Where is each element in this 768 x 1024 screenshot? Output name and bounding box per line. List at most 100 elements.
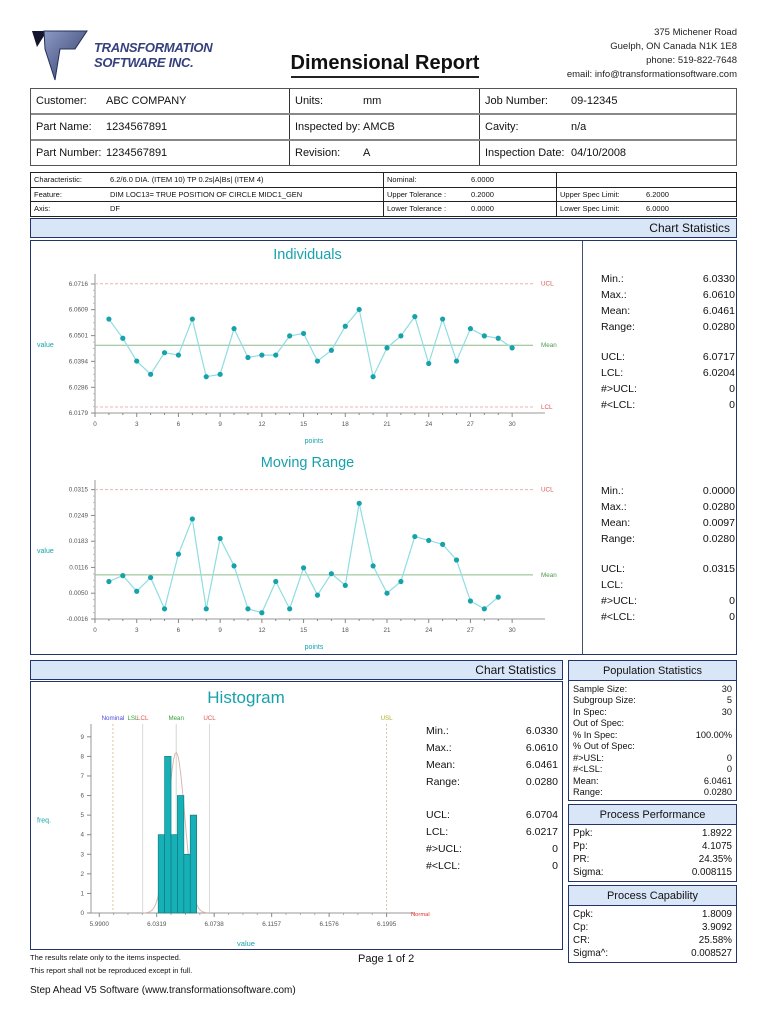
svg-text:6.0609: 6.0609 — [69, 307, 89, 314]
field-value: 6.2000 — [646, 189, 669, 199]
svg-text:3: 3 — [135, 421, 139, 428]
stat-label: #<LCL: — [601, 611, 636, 623]
section-header-label: Chart Statistics — [475, 663, 556, 677]
stat-label: Min.: — [601, 485, 624, 497]
svg-text:12: 12 — [258, 421, 266, 428]
svg-text:9: 9 — [218, 421, 222, 428]
statistics-column: Population Statistics Sample Size: 30 Subg… — [568, 660, 737, 963]
field-label: Part Number: — [36, 147, 102, 159]
table-row: Part Name: 1234567891 Inspected by: AMCB C… — [31, 115, 736, 141]
moving-range-stats: Min.: 0.0000 Max.: 0.0280 Mean: 0.0097 Range: 0… — [601, 483, 735, 625]
stat-row: UCL: 0.0315 — [601, 561, 735, 577]
stat-label: Subgroup Size: — [573, 695, 636, 706]
table-row: Customer: ABC COMPANY Units: mm Job Number… — [31, 89, 736, 115]
svg-text:value: value — [37, 342, 54, 349]
field-label: Upper Spec Limit: — [560, 189, 620, 199]
stat-value: 6.0461 — [525, 758, 558, 771]
svg-text:6.0501: 6.0501 — [69, 333, 89, 340]
svg-text:6.0716: 6.0716 — [69, 281, 89, 288]
stat-row: Sample Size: 30 — [573, 683, 732, 695]
stat-row: UCL: 6.0704 — [426, 806, 558, 823]
svg-text:Mean: Mean — [541, 572, 557, 579]
stat-label: Range: — [601, 533, 635, 545]
histogram-title: Histogram — [207, 688, 285, 707]
field-label: Lower Tolerance : — [387, 204, 447, 214]
stat-label: LCL: — [426, 825, 449, 838]
address-block: 375 Michener Road Guelph, ON Canada N1K … — [567, 26, 737, 82]
process-performance-panel: Process Performance Ppk: 1.8922 Pp: 4.1075 P… — [568, 804, 737, 882]
stat-value: 100.00% — [695, 729, 732, 740]
svg-text:6: 6 — [177, 627, 181, 634]
stat-label: Mean: — [601, 517, 631, 529]
stat-value: 0.0000 — [702, 485, 735, 497]
company-name-line2: SOFTWARE INC. — [94, 55, 194, 70]
svg-text:21: 21 — [383, 421, 391, 428]
inspection-date-cell: Inspection Date: 04/10/2008 — [480, 141, 736, 165]
population-rows: Sample Size: 30 Subgroup Size: 5 In Spec: 30 O… — [569, 681, 736, 800]
svg-text:6.1157: 6.1157 — [262, 921, 281, 928]
moving-range-chart: 0.0315 0.0249 0.0183 0.0116 0.0050 -0.0016 0 3 6… — [37, 480, 557, 651]
stat-label: Max.: — [601, 289, 627, 301]
address-line: 375 Michener Road — [654, 27, 737, 38]
svg-text:0.0183: 0.0183 — [69, 538, 89, 545]
stat-row: Max.: 0.0280 — [601, 499, 735, 515]
field-value: 0.0000 — [471, 204, 494, 214]
stat-value: 6.0330 — [702, 273, 735, 285]
individuals-stats: Min.: 6.0330 Max.: 6.0610 Mean: 6.0461 Range: 0… — [601, 271, 735, 413]
moving-range-chart-title: Moving Range — [260, 455, 355, 471]
svg-text:UCL: UCL — [541, 487, 554, 494]
table-row: Part Number: 1234567891 Revision: A Inspec… — [31, 141, 736, 165]
svg-text:1: 1 — [80, 890, 84, 897]
field-value: ABC COMPANY — [106, 95, 187, 107]
chart-statistics-band: Chart Statistics — [30, 218, 737, 238]
svg-text:0: 0 — [80, 910, 84, 917]
process-capability-panel: Process Capability Cpk: 1.8009 Cp: 3.9092 CR… — [568, 885, 737, 963]
axis-cell: Axis: DF — [31, 202, 384, 216]
svg-text:7: 7 — [80, 773, 84, 780]
footer-disclaimer-2: This report shall not be reproduced exce… — [30, 966, 193, 975]
nominal-cell: Nominal: 6.0000 — [384, 173, 557, 187]
stat-label: LCL: — [601, 579, 624, 591]
stat-row: Cpk: 1.8009 — [573, 908, 732, 921]
stat-value: 5 — [726, 695, 732, 706]
stat-value: 1.8009 — [702, 909, 732, 920]
svg-text:6.0319: 6.0319 — [147, 921, 167, 928]
svg-text:points: points — [305, 438, 324, 445]
stat-label: #<LCL: — [601, 399, 636, 411]
stat-label: #>UCL: — [601, 595, 637, 607]
stat-label: Min.: — [601, 273, 624, 285]
stat-value: 0.0097 — [702, 517, 735, 529]
svg-text:0: 0 — [93, 421, 97, 428]
job-number-cell: Job Number: 09-12345 — [480, 89, 736, 113]
histogram-stats: Min.: 6.0330 Max.: 6.0610 Mean: 6.0461 Range: 0… — [426, 722, 558, 874]
stat-row: #<LSL: 0 — [573, 764, 732, 776]
field-value: DF — [110, 204, 120, 214]
svg-text:-0.0016: -0.0016 — [67, 616, 89, 623]
field-value: 0.2000 — [471, 189, 494, 199]
individuals-chart-title: Individuals — [273, 247, 342, 263]
svg-text:Mean: Mean — [541, 342, 557, 349]
field-label: Lower Spec Limit: — [560, 204, 620, 214]
field-value: 6.0000 — [471, 175, 494, 185]
stat-value: 6.0461 — [702, 305, 735, 317]
field-value: 09-12345 — [571, 95, 618, 107]
stat-value: 3.9092 — [702, 922, 732, 933]
stat-value: 6.0717 — [702, 351, 735, 363]
stat-label: PR: — [573, 854, 590, 865]
field-label: Axis: — [34, 204, 51, 214]
stat-label: #>UCL: — [601, 383, 637, 395]
stat-row: LCL: — [601, 577, 735, 593]
stat-row: #>UCL: 0 — [601, 381, 735, 397]
field-label: Units: — [295, 95, 324, 107]
stat-row: Mean: 0.0097 — [601, 515, 735, 531]
svg-text:6.0179: 6.0179 — [69, 410, 89, 417]
stat-value: 6.0204 — [702, 367, 735, 379]
stat-value: 25.58% — [698, 935, 732, 946]
stat-value: 0 — [729, 399, 735, 411]
stat-label: UCL: — [426, 808, 450, 821]
svg-text:24: 24 — [425, 421, 433, 428]
units-cell: Units: mm — [290, 89, 480, 113]
stat-label: In Spec: — [573, 706, 607, 717]
stat-value: 0.0280 — [702, 501, 735, 513]
stat-row: LCL: 6.0217 — [426, 823, 558, 840]
